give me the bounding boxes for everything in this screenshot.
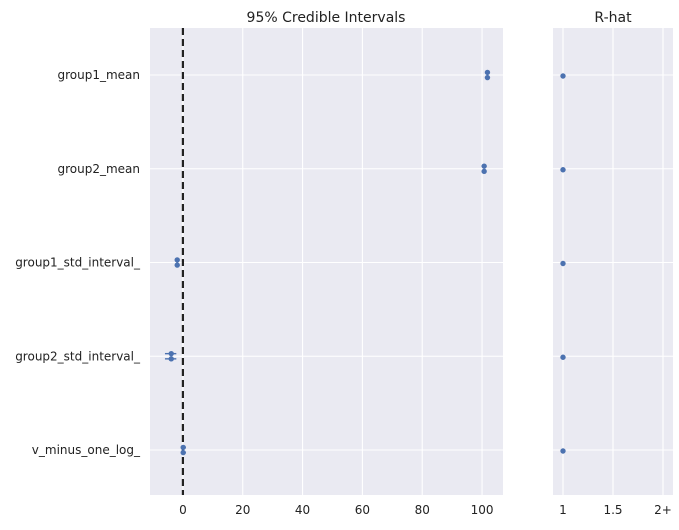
rhat-xtick-labels: 1 1.5 2+ bbox=[559, 503, 672, 517]
rhat-panel-title: R-hat bbox=[594, 10, 632, 26]
rhat-xtick-label: 1 bbox=[559, 503, 567, 517]
ci-gridlines bbox=[150, 28, 503, 495]
rhat-marks bbox=[560, 73, 566, 454]
ci-xtick-label: 60 bbox=[355, 503, 370, 517]
ci-point-estimate bbox=[484, 69, 491, 76]
ci-plot-area bbox=[150, 28, 503, 495]
rhat-point bbox=[560, 448, 566, 454]
rhat-xtick-label: 1.5 bbox=[603, 503, 622, 517]
ci-xtick-label: 100 bbox=[471, 503, 494, 517]
parameter-label: group2_mean bbox=[57, 162, 140, 176]
parameter-label: group1_std_interval_ bbox=[15, 256, 141, 270]
ci-ytick-labels: group1_mean group2_mean group1_std_interva… bbox=[15, 68, 141, 457]
rhat-point bbox=[560, 73, 566, 79]
ci-xtick-label: 0 bbox=[179, 503, 187, 517]
rhat-point bbox=[560, 260, 566, 267]
credible-intervals-panel: 95% Credible Intervals group1_mean group2… bbox=[15, 10, 503, 517]
rhat-panel: R-hat 1 1.5 2+ bbox=[553, 10, 673, 517]
ci-xtick-label: 40 bbox=[295, 503, 310, 517]
ci-xtick-label: 80 bbox=[415, 503, 430, 517]
ci-point-estimate bbox=[168, 350, 174, 357]
ci-xtick-label: 20 bbox=[235, 503, 250, 517]
parameter-label: group1_mean bbox=[57, 68, 140, 82]
ci-panel-title: 95% Credible Intervals bbox=[247, 10, 406, 26]
ci-point-estimate bbox=[174, 257, 180, 263]
ci-point-estimate bbox=[481, 168, 487, 175]
ci-point-estimate bbox=[180, 444, 186, 451]
ci-marks bbox=[164, 69, 491, 456]
ci-point-estimate bbox=[174, 262, 180, 268]
ci-xtick-labels: 0 20 40 60 80 100 bbox=[179, 503, 493, 517]
rhat-point bbox=[560, 354, 566, 360]
ci-point-estimate bbox=[168, 356, 174, 362]
ci-point-estimate bbox=[481, 163, 487, 169]
parameter-label: v_minus_one_log_ bbox=[32, 443, 141, 457]
rhat-xtick-label: 2+ bbox=[654, 503, 672, 517]
ci-point-estimate bbox=[180, 449, 186, 456]
parameter-label: group2_std_interval_ bbox=[15, 349, 141, 363]
rhat-point bbox=[560, 167, 566, 173]
ci-point-estimate bbox=[484, 74, 491, 81]
